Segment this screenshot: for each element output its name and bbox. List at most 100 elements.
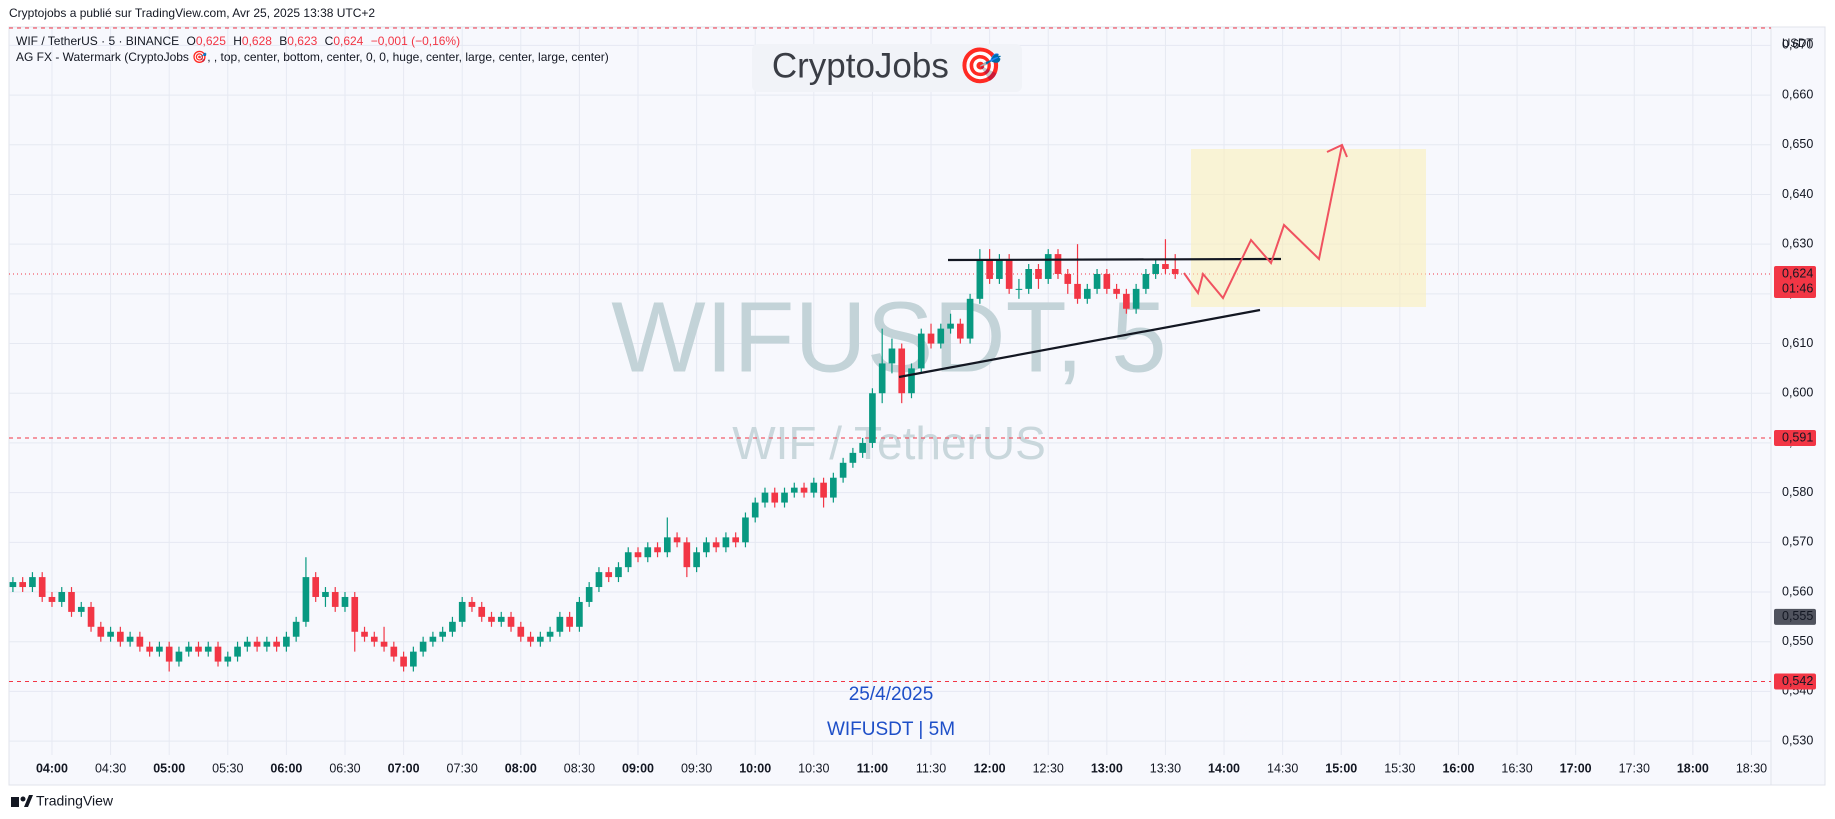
candle-body xyxy=(859,442,866,453)
candle-body xyxy=(478,606,486,617)
price-tag-label: 0,542 xyxy=(1782,674,1813,688)
candle-body xyxy=(712,542,720,548)
candle-body xyxy=(947,323,954,329)
projection-arrowhead xyxy=(1326,143,1348,158)
indicator-line: AG FX - Watermark (CryptoJobs 🎯, , top, … xyxy=(16,50,609,64)
x-tick-label: 16:30 xyxy=(1501,761,1532,775)
candle-body xyxy=(351,596,359,632)
candle-body xyxy=(810,482,818,493)
candle-body xyxy=(605,572,613,578)
x-tick-label: 15:30 xyxy=(1384,761,1415,775)
candle-body xyxy=(341,596,349,607)
y-tick-label: 0,560 xyxy=(1782,584,1813,598)
candle-body xyxy=(1113,288,1120,294)
candle-body xyxy=(322,592,329,597)
candle-body xyxy=(908,368,915,394)
watermark-name: WIF / TetherUS xyxy=(732,417,1046,469)
candle-body xyxy=(1025,269,1033,289)
candle-body xyxy=(800,487,808,493)
footer-brand: TradingView xyxy=(36,793,114,809)
candle-body xyxy=(527,636,534,642)
candle-body xyxy=(77,606,85,612)
x-tick-label: 06:30 xyxy=(329,761,360,775)
last-price-label: 0,624 xyxy=(1782,266,1813,280)
x-tick-label: 05:30 xyxy=(212,761,243,775)
y-tick-label: 0,550 xyxy=(1782,634,1813,648)
y-tick-label: 0,630 xyxy=(1782,236,1813,250)
candle-body xyxy=(185,646,193,652)
candle-body xyxy=(917,333,925,369)
logo xyxy=(11,795,33,807)
candle-body xyxy=(58,592,66,602)
logo-part xyxy=(11,797,19,807)
candle-body xyxy=(204,646,212,652)
candle-body xyxy=(966,298,974,339)
y-tick-label: 0,670 xyxy=(1782,38,1813,52)
candle-body xyxy=(1005,259,1013,289)
x-tick-label: 10:30 xyxy=(798,761,829,775)
o-value: 0,625 xyxy=(196,34,226,48)
candle-body xyxy=(644,547,652,558)
candle-body xyxy=(976,259,984,299)
y-tick-label: 0,580 xyxy=(1782,485,1813,499)
price-tag xyxy=(1774,429,1816,446)
candle-body xyxy=(302,577,310,622)
c-value: 0,624 xyxy=(333,34,363,48)
candle-body xyxy=(1152,264,1159,274)
candle-body xyxy=(283,636,290,647)
h-value: 0,628 xyxy=(242,34,272,48)
candle-body xyxy=(370,636,378,642)
x-tick-label: 18:30 xyxy=(1736,761,1767,775)
x-tick-label: 10:00 xyxy=(739,761,771,775)
x-tick-label: 18:00 xyxy=(1677,761,1709,775)
candle-body xyxy=(1074,283,1081,299)
candle-body xyxy=(97,626,105,637)
candle-body xyxy=(1064,273,1072,284)
candle-body xyxy=(537,636,544,642)
x-tick-label: 16:00 xyxy=(1442,761,1474,775)
x-tick-label: 07:30 xyxy=(447,761,478,775)
candle-body xyxy=(449,621,456,632)
candle-body xyxy=(68,592,75,612)
x-tick-label: 08:30 xyxy=(564,761,595,775)
candle-body xyxy=(1103,273,1111,289)
resistance-line xyxy=(947,257,1282,262)
last-price-tag xyxy=(1774,265,1816,298)
watermark-brand: CryptoJobs 🎯 xyxy=(772,46,1002,85)
y-tick-label: 0,640 xyxy=(1782,187,1813,201)
watermark-box xyxy=(752,44,1022,92)
projection-path xyxy=(1183,144,1343,300)
y-tick-label: 0,600 xyxy=(1782,386,1813,400)
x-tick-label: 09:30 xyxy=(681,761,712,775)
candle-body xyxy=(234,646,241,657)
candle-body xyxy=(615,567,622,578)
candle-body xyxy=(751,502,759,518)
x-tick-label: 17:00 xyxy=(1560,761,1592,775)
candle-body xyxy=(263,641,271,647)
candle-body xyxy=(468,601,476,607)
candle-body xyxy=(820,482,827,498)
price-tag xyxy=(1774,673,1816,690)
candle-body xyxy=(898,348,906,394)
candle-body xyxy=(556,616,564,632)
candle-body xyxy=(830,477,837,498)
h-key: H xyxy=(233,34,242,48)
candle-body xyxy=(19,582,26,588)
prev-price-label: 0,555 xyxy=(1782,609,1813,623)
candle-body xyxy=(48,596,56,602)
candle-body xyxy=(400,656,407,667)
candle-body xyxy=(957,323,964,339)
countdown-label: 01:46 xyxy=(1782,281,1813,295)
candle-body xyxy=(1162,264,1169,270)
candle-body xyxy=(429,636,437,642)
x-tick-label: 14:30 xyxy=(1267,761,1298,775)
candle-body xyxy=(243,641,251,647)
change: −0,001 (−0,16%) xyxy=(371,34,460,48)
candle-body xyxy=(790,487,798,493)
candle-body xyxy=(888,348,896,364)
candle-body xyxy=(839,462,847,478)
y-tick-label: 0,650 xyxy=(1782,137,1813,151)
candle-body xyxy=(331,592,339,607)
y-tick-label: 0,610 xyxy=(1782,336,1813,350)
